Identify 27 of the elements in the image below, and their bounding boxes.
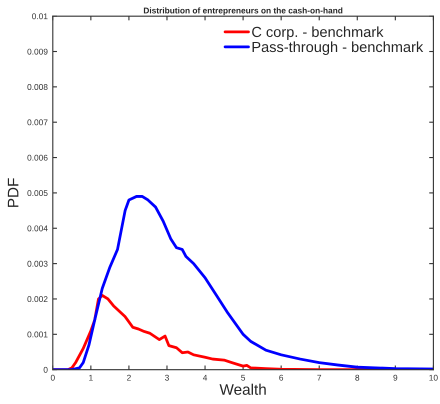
y-tick-label: 0.009 — [27, 48, 48, 55]
y-tick-label: 0.01 — [32, 13, 48, 20]
x-tick-label: 0 — [50, 374, 55, 381]
x-tick-label: 3 — [164, 374, 169, 381]
y-tick-label: 0.007 — [27, 119, 48, 126]
x-tick-label: 8 — [355, 374, 360, 381]
y-tick-label: 0.002 — [27, 296, 48, 302]
y-tick-label: 0.003 — [27, 260, 48, 267]
y-tick-label: 0 — [44, 366, 48, 373]
x-axis-title: Wealth — [220, 384, 266, 395]
y-tick-label: 0.004 — [27, 225, 48, 232]
y-axis-title: PDF — [8, 178, 18, 207]
x-tick-label: 4 — [202, 374, 208, 381]
x-tick-label: 2 — [127, 374, 131, 381]
chart-title: Distribution of entrepreneurs on the cash-on-hand — [144, 7, 342, 16]
x-tick-label: 10 — [429, 374, 438, 381]
legend-label: C corp. - benchmark — [252, 26, 384, 40]
legend-label: Pass-through - benchmark — [252, 41, 424, 56]
x-tick-label: 1 — [89, 374, 93, 381]
x-tick-label: 6 — [279, 374, 284, 381]
x-tick-label: 9 — [393, 374, 398, 381]
y-tick-label: 0.006 — [27, 154, 48, 161]
y-tick-label: 0.008 — [27, 84, 48, 90]
y-tick-label: 0.001 — [27, 332, 48, 338]
y-tick-label: 0.005 — [27, 190, 48, 196]
x-tick-label: 7 — [317, 374, 322, 381]
x-tick-label: 5 — [241, 374, 246, 381]
